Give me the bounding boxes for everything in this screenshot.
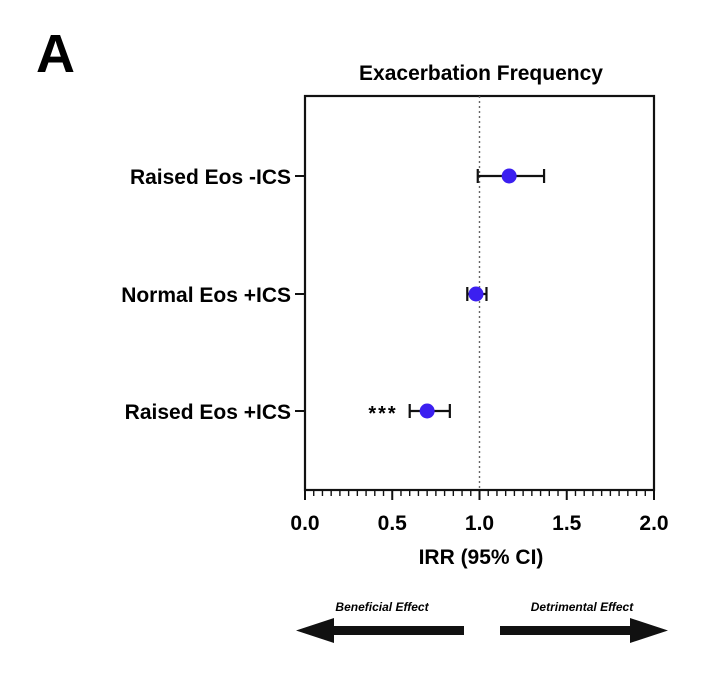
- x-tick-label: 0.0: [290, 512, 319, 535]
- panel-letter: A: [36, 24, 75, 84]
- point-estimate: [501, 168, 517, 184]
- category-label: Raised Eos +ICS: [125, 401, 291, 424]
- point-estimate: [468, 286, 484, 302]
- x-axis-title: IRR (95% CI): [419, 546, 544, 569]
- x-tick-label: 2.0: [639, 512, 668, 535]
- chart-title: Exacerbation Frequency: [359, 62, 603, 85]
- detrimental-arrow: [500, 618, 668, 643]
- x-tick-label: 1.5: [552, 512, 582, 535]
- significance-stars: ***: [368, 403, 397, 425]
- category-label: Raised Eos -ICS: [130, 166, 291, 189]
- x-tick-label: 0.5: [378, 512, 408, 535]
- plot-area: 0.0 0.5 1.0 1.5 2.0 Raised Eos -ICS Normal Eos…: [121, 94, 669, 535]
- category-label: Normal Eos +ICS: [121, 284, 291, 307]
- point-estimate: [419, 403, 435, 419]
- detrimental-effect-label: Detrimental Effect: [531, 600, 634, 614]
- beneficial-arrow: [296, 618, 464, 643]
- x-tick-label: 1.0: [465, 512, 494, 535]
- beneficial-effect-label: Beneficial Effect: [335, 600, 429, 614]
